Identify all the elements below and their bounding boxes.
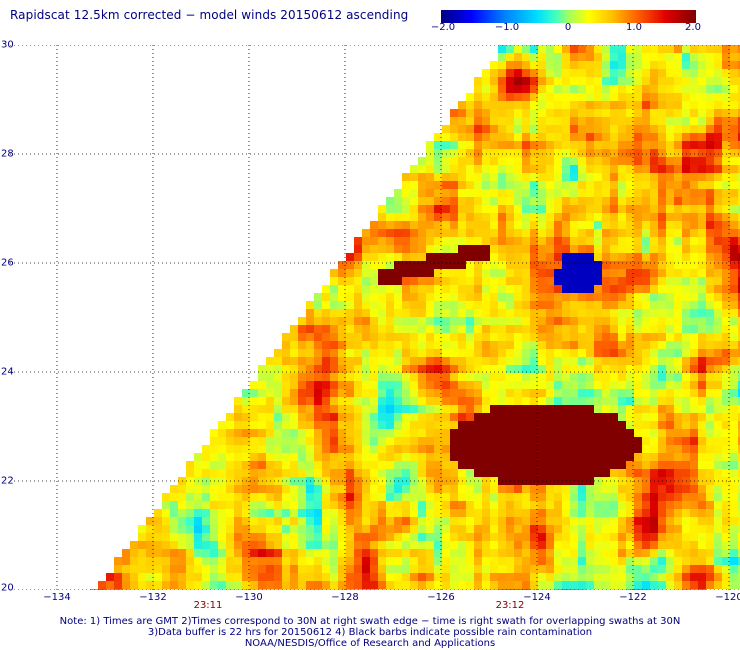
lon-label-124: −124 [523, 592, 551, 603]
footnote-line-2: 3)Data buffer is 22 hrs for 20150612 4) … [147, 627, 593, 638]
footnote-line-1: Note: 1) Times are GMT 2)Times correspon… [59, 616, 681, 627]
lon-label-128: −128 [331, 592, 359, 603]
lat-label-26: 26 [1, 257, 14, 269]
lon-label-134: −134 [43, 592, 71, 603]
lon-label-126: −126 [427, 592, 455, 603]
swath-time-label-2: 23:12 [495, 600, 525, 611]
legend-tick-neg2: −2.0 [430, 22, 456, 33]
legend-tick-0: 0 [564, 22, 572, 33]
lat-label-24: 24 [1, 366, 14, 378]
color-scale-bar [441, 10, 696, 23]
legend-tick-1: 1.0 [626, 22, 642, 33]
graticule-grid [10, 45, 740, 590]
wind-difference-map [10, 45, 740, 590]
lon-label-122: −122 [619, 592, 647, 603]
map-title: Rapidscat 12.5km corrected − model winds… [10, 8, 409, 22]
lon-label-132: −132 [139, 592, 167, 603]
swath-time-label-1: 23:11 [193, 600, 223, 611]
color-legend: −2.0 −1.0 0 1.0 2.0 [431, 10, 701, 40]
map-canvas [10, 45, 740, 590]
lat-label-22: 22 [1, 475, 14, 487]
legend-tick-2: 2.0 [685, 22, 701, 33]
legend-tick-neg1: −1.0 [494, 22, 520, 33]
lat-label-28: 28 [1, 148, 14, 160]
lat-label-30: 30 [1, 39, 14, 51]
lat-label-20: 20 [1, 582, 14, 594]
footnote-line-3: NOAA/NESDIS/Office of Research and Appli… [244, 638, 496, 649]
lon-label-120: −120 [715, 592, 740, 603]
swath-cells [90, 45, 740, 590]
lon-label-130: −130 [235, 592, 263, 603]
